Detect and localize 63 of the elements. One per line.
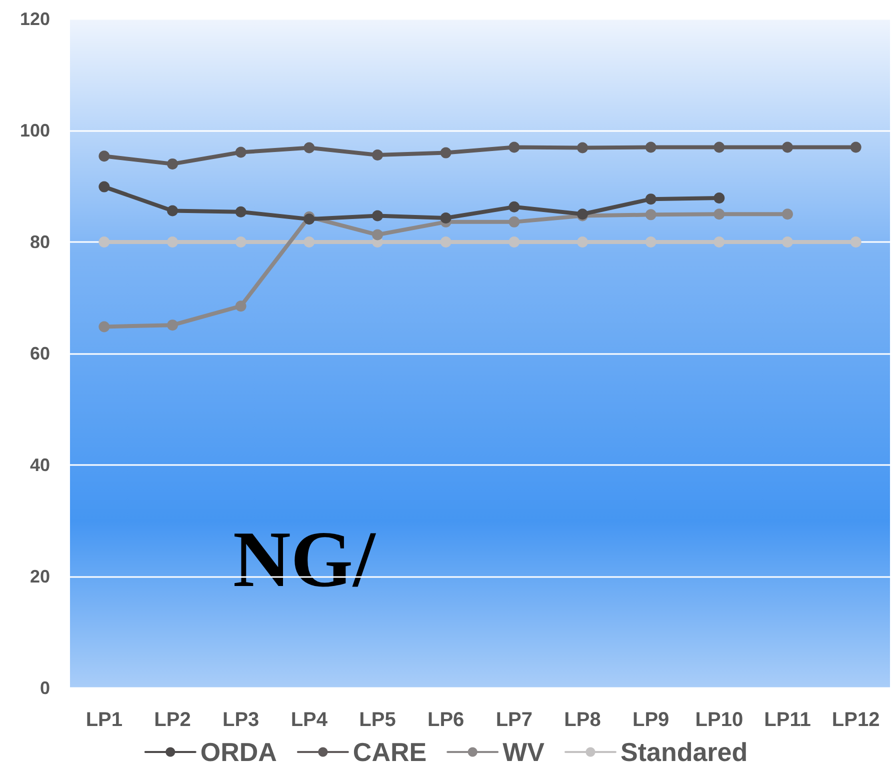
point <box>714 142 725 153</box>
point <box>782 208 793 220</box>
point <box>98 181 110 192</box>
point <box>304 236 315 248</box>
y-tick-label: 100 <box>20 120 50 140</box>
point <box>645 142 656 153</box>
legend-label: Standared <box>620 737 748 767</box>
y-tick-label: 60 <box>30 344 50 364</box>
x-tick-label: LP4 <box>290 709 328 731</box>
x-tick-label: LP2 <box>154 709 191 731</box>
x-tick-label: LP6 <box>427 709 464 731</box>
point <box>235 146 246 158</box>
point <box>167 158 178 170</box>
point <box>304 142 315 154</box>
x-tick-label: LP8 <box>564 709 601 731</box>
point <box>577 142 588 154</box>
x-tick-label: LP7 <box>496 709 533 731</box>
point <box>850 236 862 248</box>
point <box>440 147 452 158</box>
legend-label: CARE <box>352 737 427 767</box>
point <box>440 236 452 248</box>
x-tick-label: LP12 <box>832 709 880 731</box>
point <box>508 142 520 153</box>
legend-label: ORDA <box>200 737 278 767</box>
point <box>235 206 246 218</box>
point <box>372 210 383 222</box>
point <box>98 236 110 248</box>
point <box>645 194 656 205</box>
point <box>235 300 246 312</box>
y-tick-label: 80 <box>30 232 50 252</box>
point <box>782 142 793 153</box>
point <box>714 236 725 248</box>
legend-label: WV <box>502 737 546 767</box>
point <box>98 321 110 332</box>
y-tick-label: 20 <box>30 566 50 586</box>
point <box>508 201 520 212</box>
point <box>508 236 520 248</box>
x-tick-label: LP10 <box>695 709 744 731</box>
x-tick-label: LP9 <box>632 709 670 731</box>
point <box>98 150 110 162</box>
point <box>714 192 725 204</box>
point <box>167 205 178 216</box>
x-tick-label: LP11 <box>764 709 811 731</box>
point <box>167 236 178 248</box>
x-tick-label: LP3 <box>222 709 260 731</box>
y-tick-label: 40 <box>30 455 50 475</box>
point <box>167 320 178 331</box>
point <box>372 150 383 161</box>
point <box>508 216 520 228</box>
point <box>850 142 862 153</box>
point <box>440 212 452 224</box>
point <box>782 236 793 248</box>
point <box>577 236 588 248</box>
point <box>304 214 315 225</box>
point <box>645 236 656 248</box>
point <box>714 208 725 220</box>
y-tick-label: 0 <box>40 678 50 698</box>
point <box>235 236 246 248</box>
x-tick-label: LP5 <box>359 709 396 731</box>
point <box>645 209 656 220</box>
x-tick-label: LP1 <box>86 709 123 731</box>
y-tick-label: 120 <box>20 9 50 29</box>
point <box>372 229 383 240</box>
